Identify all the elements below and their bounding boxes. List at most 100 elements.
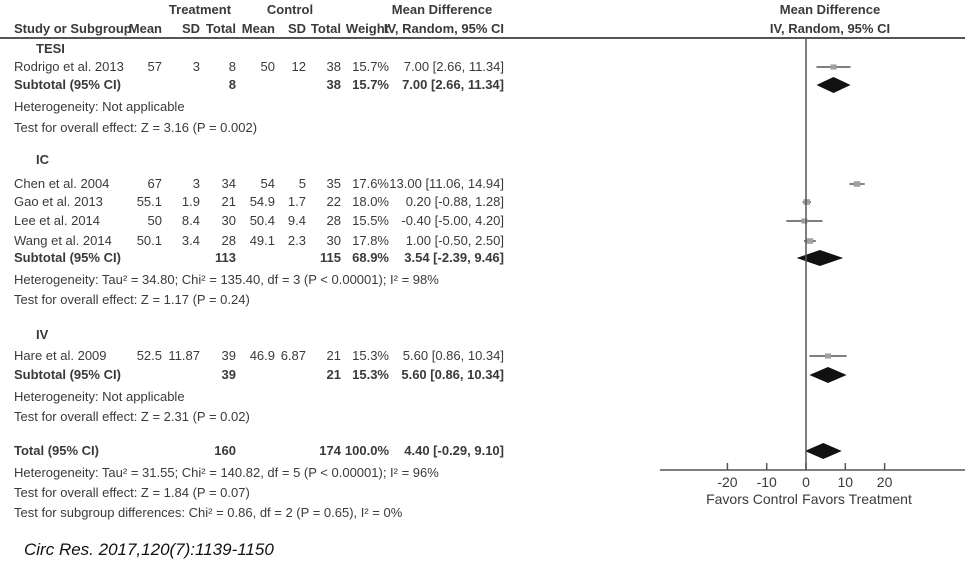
summary-text: Test for overall effect: Z = 3.16 (P = 0… bbox=[14, 120, 258, 135]
summary-text: Heterogeneity: Tau² = 34.80; Chi² = 135.… bbox=[14, 272, 439, 287]
pooled-diamond bbox=[804, 443, 842, 459]
study-marker bbox=[801, 218, 808, 224]
study-marker bbox=[830, 64, 837, 70]
x-tick-label: 10 bbox=[838, 474, 854, 490]
cell-ci: 5.60 [0.86, 10.34] bbox=[402, 348, 504, 363]
summary-text: Heterogeneity: Not applicable bbox=[14, 389, 185, 404]
cell-t-sd: 3 bbox=[192, 176, 200, 191]
study-name: Wang et al. 2014 bbox=[14, 233, 112, 248]
cell-c-sd: 6.87 bbox=[280, 348, 306, 363]
header-treatment-mean: Mean bbox=[128, 21, 162, 36]
cell-t-mean: 50.1 bbox=[136, 233, 162, 248]
cell-ci: 4.40 [-0.29, 9.10] bbox=[404, 443, 504, 458]
cell-t-sd: 3 bbox=[192, 59, 200, 74]
cell-t-total: 39 bbox=[221, 348, 236, 363]
cell-t-total: 39 bbox=[221, 367, 236, 382]
cell-t-total: 30 bbox=[221, 213, 236, 228]
summary-text: Test for subgroup differences: Chi² = 0.… bbox=[14, 505, 403, 520]
cell-c-total: 21 bbox=[326, 367, 341, 382]
subtotal-label: Subtotal (95% CI) bbox=[14, 250, 121, 265]
cell-weight: 15.7% bbox=[352, 77, 389, 92]
cell-c-mean: 50.4 bbox=[249, 213, 275, 228]
favors-treatment-label: Favors Treatment bbox=[802, 491, 912, 507]
x-tick-label: -20 bbox=[717, 474, 737, 490]
study-name: Hare et al. 2009 bbox=[14, 348, 107, 363]
cell-t-sd: 11.87 bbox=[168, 348, 200, 363]
cell-c-total: 28 bbox=[326, 213, 341, 228]
header-control: Control bbox=[266, 2, 314, 17]
cell-weight: 15.5% bbox=[352, 213, 389, 228]
subtotal-label: Subtotal (95% CI) bbox=[14, 367, 121, 382]
study-marker bbox=[806, 238, 814, 244]
cell-t-mean: 67 bbox=[147, 176, 162, 191]
study-name: Gao et al. 2013 bbox=[14, 194, 103, 209]
cell-t-mean: 57 bbox=[147, 59, 162, 74]
citation: Circ Res. 2017,120(7):1139-1150 bbox=[24, 540, 274, 559]
x-tick-label: -10 bbox=[757, 474, 777, 490]
summary-text: Heterogeneity: Not applicable bbox=[14, 99, 185, 114]
cell-weight: 100.0% bbox=[344, 443, 389, 458]
cell-c-sd: 9.4 bbox=[287, 213, 306, 228]
cell-c-total: 38 bbox=[326, 77, 341, 92]
cell-c-sd: 12 bbox=[291, 59, 306, 74]
cell-c-total: 35 bbox=[326, 176, 341, 191]
header-treatment-sd: SD bbox=[181, 21, 200, 36]
study-name: Chen et al. 2004 bbox=[14, 176, 110, 191]
header-control-mean: Mean bbox=[241, 21, 275, 36]
cell-c-sd: 5 bbox=[298, 176, 306, 191]
subgroup-label: TESI bbox=[36, 41, 65, 56]
summary-text: Heterogeneity: Tau² = 31.55; Chi² = 140.… bbox=[14, 465, 439, 480]
cell-weight: 15.3% bbox=[352, 348, 389, 363]
pooled-diamond bbox=[796, 250, 844, 266]
cell-weight: 15.3% bbox=[352, 367, 389, 382]
cell-weight: 18.0% bbox=[352, 194, 389, 209]
cell-t-mean: 55.1 bbox=[136, 194, 162, 209]
study-marker bbox=[853, 181, 861, 187]
header-study: Study or Subgroup bbox=[14, 21, 132, 36]
study-marker bbox=[824, 353, 832, 359]
cell-ci: -0.40 [-5.00, 4.20] bbox=[401, 213, 504, 228]
cell-c-sd: 1.7 bbox=[287, 194, 306, 209]
x-tick-label: 0 bbox=[802, 474, 810, 490]
header-weight: Weight bbox=[345, 21, 389, 36]
summary-text: Test for overall effect: Z = 1.84 (P = 0… bbox=[14, 485, 250, 500]
cell-c-total: 22 bbox=[326, 194, 341, 209]
cell-t-total: 113 bbox=[215, 250, 236, 265]
subgroup-label: IC bbox=[36, 152, 49, 167]
cell-ci: 13.00 [11.06, 14.94] bbox=[389, 176, 504, 191]
cell-c-total: 38 bbox=[326, 59, 341, 74]
cell-c-total: 21 bbox=[326, 348, 341, 363]
header-control-sd: SD bbox=[287, 21, 306, 36]
cell-ci: 3.54 [-2.39, 9.46] bbox=[404, 250, 504, 265]
cell-weight: 68.9% bbox=[352, 250, 389, 265]
cell-weight: 17.8% bbox=[352, 233, 389, 248]
cell-t-sd: 3.4 bbox=[181, 233, 200, 248]
subtotal-label: Subtotal (95% CI) bbox=[14, 77, 121, 92]
cell-c-total: 115 bbox=[320, 250, 341, 265]
cell-c-mean: 54.9 bbox=[249, 194, 275, 209]
cell-t-sd: 8.4 bbox=[181, 213, 200, 228]
cell-t-mean: 52.5 bbox=[136, 348, 162, 363]
cell-t-total: 21 bbox=[221, 194, 236, 209]
x-tick-label: 20 bbox=[877, 474, 893, 490]
favors-control-label: Favors Control bbox=[706, 491, 798, 507]
pooled-diamond bbox=[816, 77, 851, 93]
summary-text: Test for overall effect: Z = 1.17 (P = 0… bbox=[14, 292, 250, 307]
cell-c-total: 174 bbox=[319, 443, 341, 458]
cell-c-total: 30 bbox=[326, 233, 341, 248]
subtotal-label: Total (95% CI) bbox=[14, 443, 99, 458]
header-divider bbox=[0, 37, 965, 39]
cell-t-total: 28 bbox=[221, 233, 236, 248]
cell-ci: 7.00 [2.66, 11.34] bbox=[403, 59, 504, 74]
summary-text: Test for overall effect: Z = 2.31 (P = 0… bbox=[14, 409, 250, 424]
cell-c-mean: 46.9 bbox=[249, 348, 275, 363]
cell-ci: 0.20 [-0.88, 1.28] bbox=[405, 194, 504, 209]
cell-c-mean: 49.1 bbox=[249, 233, 275, 248]
header-treatment-total: Total bbox=[205, 21, 236, 36]
study-name: Rodrigo et al. 2013 bbox=[14, 59, 124, 74]
cell-t-total: 8 bbox=[228, 59, 236, 74]
cell-t-total: 8 bbox=[228, 77, 236, 92]
cell-c-mean: 50 bbox=[260, 59, 275, 74]
subgroup-label: IV bbox=[36, 327, 49, 342]
